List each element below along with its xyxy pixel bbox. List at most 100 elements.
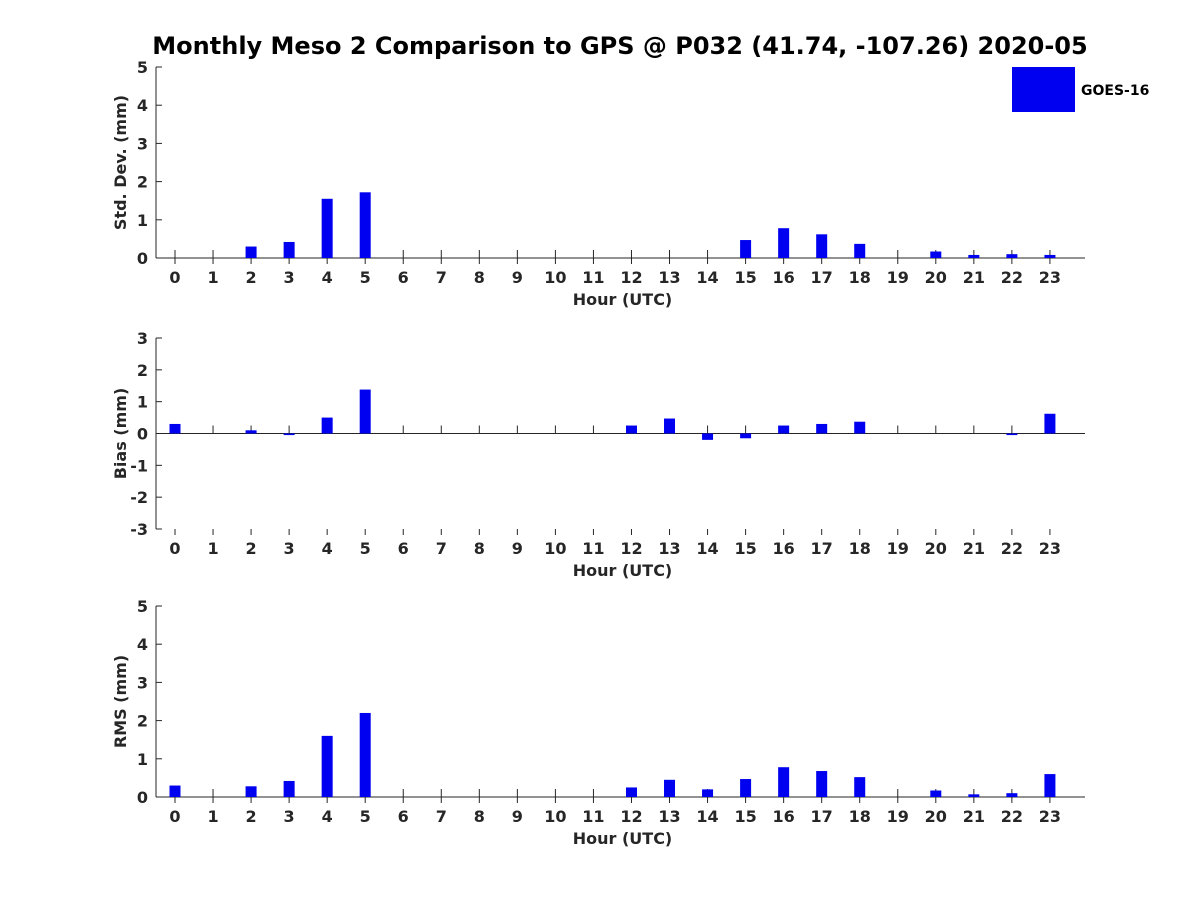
bar bbox=[702, 433, 714, 440]
bar bbox=[1006, 433, 1018, 436]
x-tick-label: 16 bbox=[773, 268, 795, 287]
y-tick-label: 5 bbox=[137, 58, 148, 77]
x-tick-label: 17 bbox=[811, 807, 833, 826]
x-tick-label: 10 bbox=[544, 539, 566, 558]
y-tick-label: 0 bbox=[137, 788, 148, 807]
x-tick-label: 9 bbox=[512, 807, 523, 826]
x-tick-label: 18 bbox=[849, 539, 871, 558]
x-tick-label: 15 bbox=[734, 268, 756, 287]
x-tick-label: 21 bbox=[963, 268, 985, 287]
x-tick-label: 1 bbox=[207, 807, 218, 826]
x-tick-label: 12 bbox=[620, 268, 642, 287]
bar bbox=[740, 779, 752, 797]
y-axis-label: Std. Dev. (mm) bbox=[111, 95, 130, 230]
x-tick-label: 1 bbox=[207, 268, 218, 287]
x-tick-label: 20 bbox=[925, 268, 947, 287]
bar bbox=[778, 228, 790, 258]
x-tick-label: 7 bbox=[436, 807, 447, 826]
chart-title: Monthly Meso 2 Comparison to GPS @ P032 … bbox=[152, 32, 1087, 60]
x-tick-label: 13 bbox=[658, 539, 680, 558]
x-tick-label: 19 bbox=[887, 807, 909, 826]
bar bbox=[169, 423, 181, 434]
bar bbox=[968, 794, 980, 797]
y-tick-label: 3 bbox=[137, 673, 148, 692]
x-tick-label: 0 bbox=[169, 807, 180, 826]
bar bbox=[359, 192, 371, 258]
x-tick-label: 6 bbox=[398, 539, 409, 558]
bar bbox=[740, 433, 752, 439]
x-tick-label: 20 bbox=[925, 807, 947, 826]
x-tick-label: 3 bbox=[284, 539, 295, 558]
bar bbox=[169, 785, 181, 797]
x-tick-label: 2 bbox=[246, 268, 257, 287]
x-tick-label: 3 bbox=[284, 268, 295, 287]
x-tick-label: 1 bbox=[207, 539, 218, 558]
y-tick-label: 5 bbox=[137, 597, 148, 616]
bar bbox=[321, 198, 333, 258]
x-tick-label: 21 bbox=[963, 807, 985, 826]
x-tick-label: 2 bbox=[246, 807, 257, 826]
x-tick-label: 22 bbox=[1001, 807, 1023, 826]
bar bbox=[664, 779, 676, 797]
x-tick-label: 5 bbox=[360, 539, 371, 558]
bar bbox=[359, 389, 371, 434]
x-tick-label: 11 bbox=[582, 539, 604, 558]
x-tick-label: 13 bbox=[658, 268, 680, 287]
bar bbox=[778, 767, 790, 797]
bar bbox=[321, 735, 333, 797]
y-tick-label: 3 bbox=[137, 134, 148, 153]
y-tick-label: 1 bbox=[137, 211, 148, 230]
y-axis-label: RMS (mm) bbox=[111, 655, 130, 748]
x-tick-label: 9 bbox=[512, 539, 523, 558]
legend-label: GOES-16 bbox=[1081, 83, 1149, 99]
x-tick-label: 8 bbox=[474, 539, 485, 558]
x-tick-label: 9 bbox=[512, 268, 523, 287]
x-tick-label: 15 bbox=[734, 807, 756, 826]
bar bbox=[740, 240, 752, 258]
x-axis-label: Hour (UTC) bbox=[573, 561, 673, 580]
x-tick-label: 17 bbox=[811, 268, 833, 287]
y-tick-label: -3 bbox=[130, 520, 148, 539]
x-tick-label: 19 bbox=[887, 268, 909, 287]
bar bbox=[816, 771, 828, 797]
bar bbox=[625, 425, 637, 434]
y-tick-label: 0 bbox=[137, 425, 148, 444]
bar bbox=[283, 241, 295, 258]
x-tick-label: 10 bbox=[544, 807, 566, 826]
x-tick-label: 7 bbox=[436, 539, 447, 558]
y-tick-label: -1 bbox=[130, 456, 148, 475]
y-tick-label: 3 bbox=[137, 329, 148, 348]
x-tick-label: 12 bbox=[620, 539, 642, 558]
bar bbox=[1044, 254, 1056, 258]
x-axis-label: Hour (UTC) bbox=[573, 829, 673, 848]
bar bbox=[854, 777, 866, 797]
x-tick-label: 18 bbox=[849, 807, 871, 826]
bar bbox=[778, 425, 790, 434]
bar bbox=[359, 712, 371, 797]
bar bbox=[816, 234, 828, 258]
x-tick-label: 14 bbox=[696, 807, 718, 826]
y-axis-label: Bias (mm) bbox=[111, 388, 130, 480]
x-tick-label: 18 bbox=[849, 268, 871, 287]
y-tick-label: 4 bbox=[137, 96, 148, 115]
x-tick-label: 5 bbox=[360, 807, 371, 826]
x-tick-label: 21 bbox=[963, 539, 985, 558]
x-axis-label: Hour (UTC) bbox=[573, 290, 673, 309]
bar bbox=[625, 787, 637, 797]
x-tick-label: 19 bbox=[887, 539, 909, 558]
x-tick-label: 2 bbox=[246, 539, 257, 558]
x-tick-label: 14 bbox=[696, 539, 718, 558]
y-tick-label: 0 bbox=[137, 249, 148, 268]
bar bbox=[245, 430, 257, 434]
x-tick-label: 6 bbox=[398, 807, 409, 826]
bar bbox=[702, 789, 714, 797]
x-tick-label: 23 bbox=[1039, 539, 1061, 558]
bar bbox=[854, 243, 866, 258]
x-tick-label: 8 bbox=[474, 807, 485, 826]
y-tick-label: 4 bbox=[137, 635, 148, 654]
x-tick-label: 14 bbox=[696, 268, 718, 287]
x-tick-label: 4 bbox=[322, 807, 333, 826]
bar bbox=[283, 433, 295, 436]
